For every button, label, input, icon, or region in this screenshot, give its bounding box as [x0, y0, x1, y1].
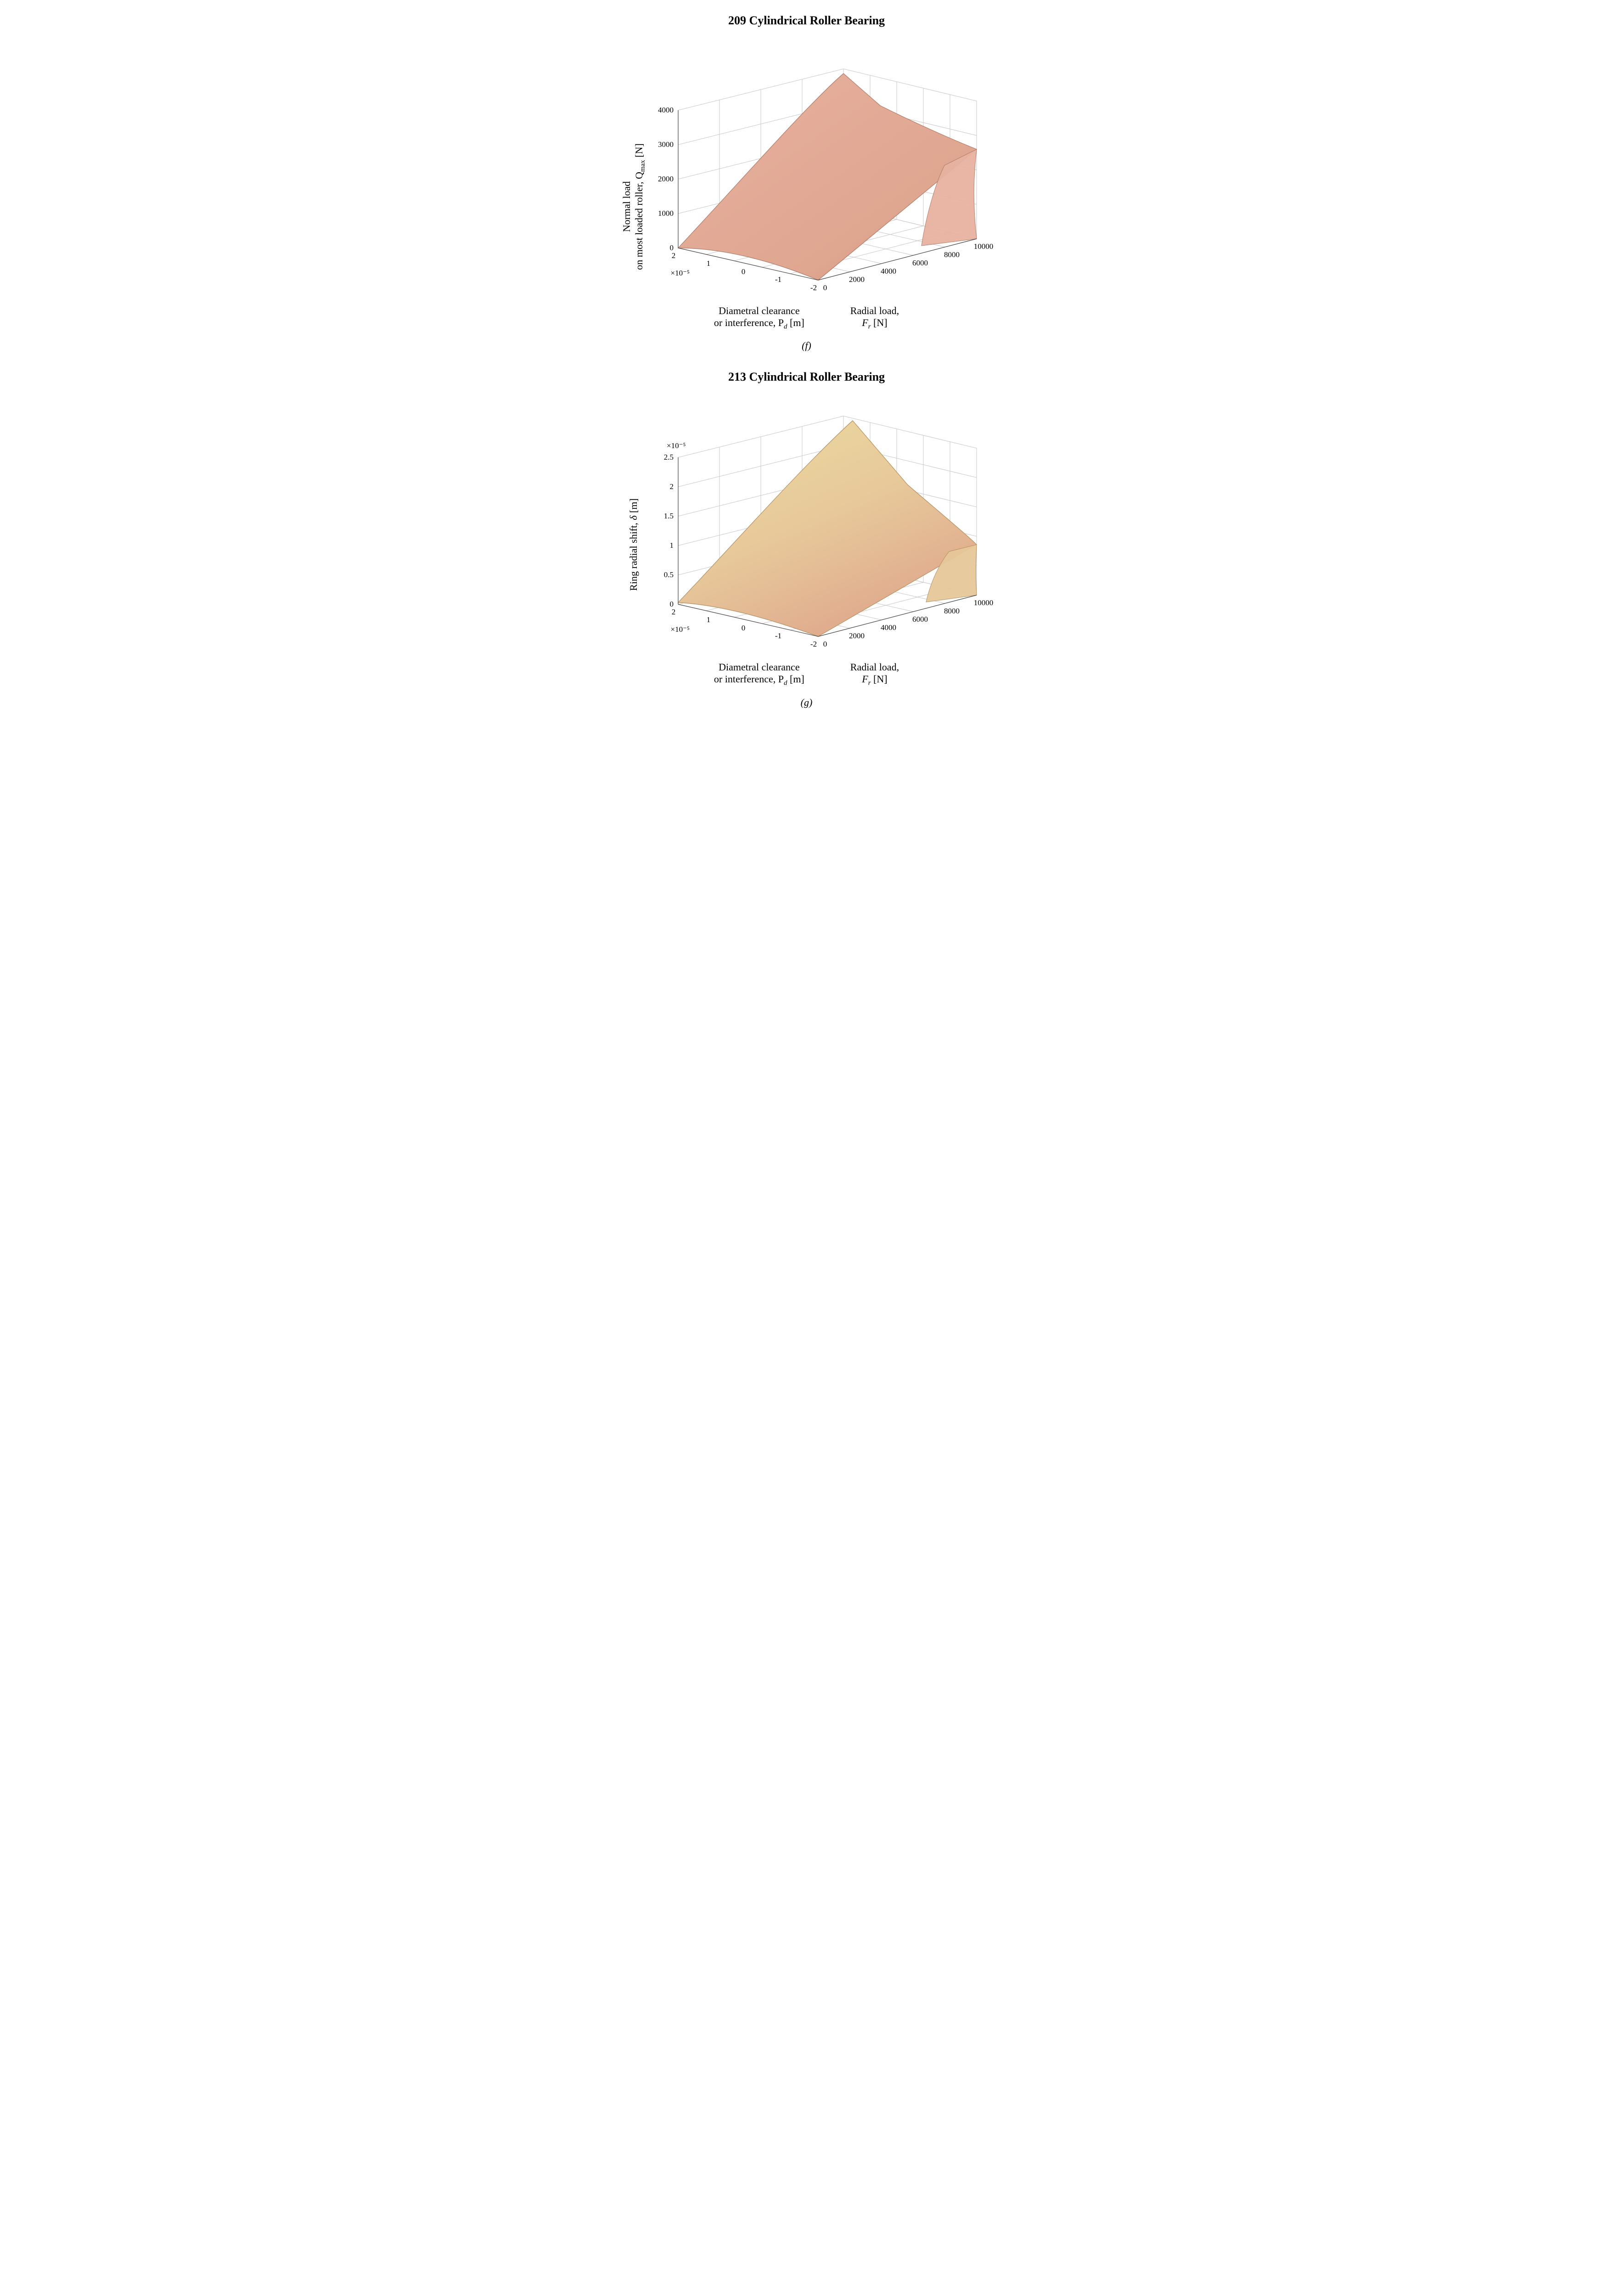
surface-plot-g: 0 0.5 1 1.5 2 2.5 ×10⁻⁵ 2 1 0 -1 -2 ×10⁻…: [605, 388, 1009, 664]
bottom-axis-labels-f: Diametral clearance or interference, Pd …: [600, 305, 1013, 331]
z-label-line2: on most loaded roller, Qmax [N]: [633, 143, 646, 270]
y-tick: 10000: [973, 598, 993, 607]
y-tick: 2000: [849, 275, 865, 284]
caption-f: (f): [600, 340, 1013, 352]
x-tick: 2: [671, 608, 675, 616]
x-tick: 0: [741, 624, 745, 632]
y-axis-label-g: Radial load, Fr [N]: [850, 661, 899, 687]
bottom-axis-labels-g: Diametral clearance or interference, Pd …: [600, 661, 1013, 687]
z-tick: 0.5: [663, 570, 673, 579]
z-tick: 3000: [658, 140, 674, 149]
y-tick: 4000: [881, 267, 896, 276]
y-tick: 8000: [944, 607, 960, 615]
z-tick: 1000: [658, 209, 674, 218]
x-axis-label-g: Diametral clearance or interference, Pd …: [714, 661, 804, 687]
x-tick: 0: [741, 267, 745, 276]
z-tick: 1: [669, 541, 674, 550]
x-tick: -2: [810, 283, 816, 292]
y-tick: 4000: [881, 623, 896, 632]
axis-labels-f: Normal load on most loaded roller, Qmax …: [621, 143, 646, 270]
y-axis-label-f: Radial load, Fr [N]: [850, 305, 899, 331]
x-tick: -1: [775, 275, 781, 284]
z-tick: 2: [669, 482, 674, 491]
figure-g: 213 Cylindrical Roller Bearing: [600, 370, 1013, 708]
z-tick: 4000: [658, 106, 674, 114]
z-scale-note: ×10⁻⁵: [667, 441, 686, 450]
z-label: Ring radial shift, δ [m]: [628, 499, 639, 591]
y-tick: 8000: [944, 250, 960, 259]
x-axis-label-f: Diametral clearance or interference, Pd …: [714, 305, 804, 331]
x-tick: 1: [706, 615, 710, 624]
caption-g: (g): [600, 697, 1013, 709]
x-scale-note: ×10⁻⁵: [670, 625, 690, 634]
z-tick: 1.5: [663, 512, 673, 520]
z-label-line1: Normal load: [621, 181, 632, 232]
x-tick: -2: [810, 640, 816, 648]
x-tick: 1: [706, 259, 710, 268]
y-tick: 6000: [912, 615, 928, 624]
figure-f: 209 Cylindrical Roller Bearing: [600, 14, 1013, 352]
x-tick: 2: [671, 251, 675, 260]
x-tick: -1: [775, 631, 781, 640]
z-tick: 2000: [658, 174, 674, 183]
surface-f: [678, 73, 977, 280]
y-tick: 6000: [912, 259, 928, 267]
chart-title-g: 213 Cylindrical Roller Bearing: [600, 370, 1013, 384]
surface-plot-f: 0 1000 2000 3000 4000 2 1 0 -1 -2 ×10⁻⁵ …: [605, 32, 1009, 308]
z-tick: 2.5: [663, 453, 673, 461]
y-tick: 2000: [849, 631, 865, 640]
chart-title-f: 209 Cylindrical Roller Bearing: [600, 14, 1013, 28]
surface-g: [678, 421, 977, 636]
y-tick: 0: [823, 283, 827, 292]
axis-labels-g: Ring radial shift, δ [m]: [628, 499, 639, 591]
y-tick: 0: [823, 640, 827, 648]
x-scale-note: ×10⁻⁵: [670, 269, 690, 277]
y-tick: 10000: [973, 242, 993, 251]
